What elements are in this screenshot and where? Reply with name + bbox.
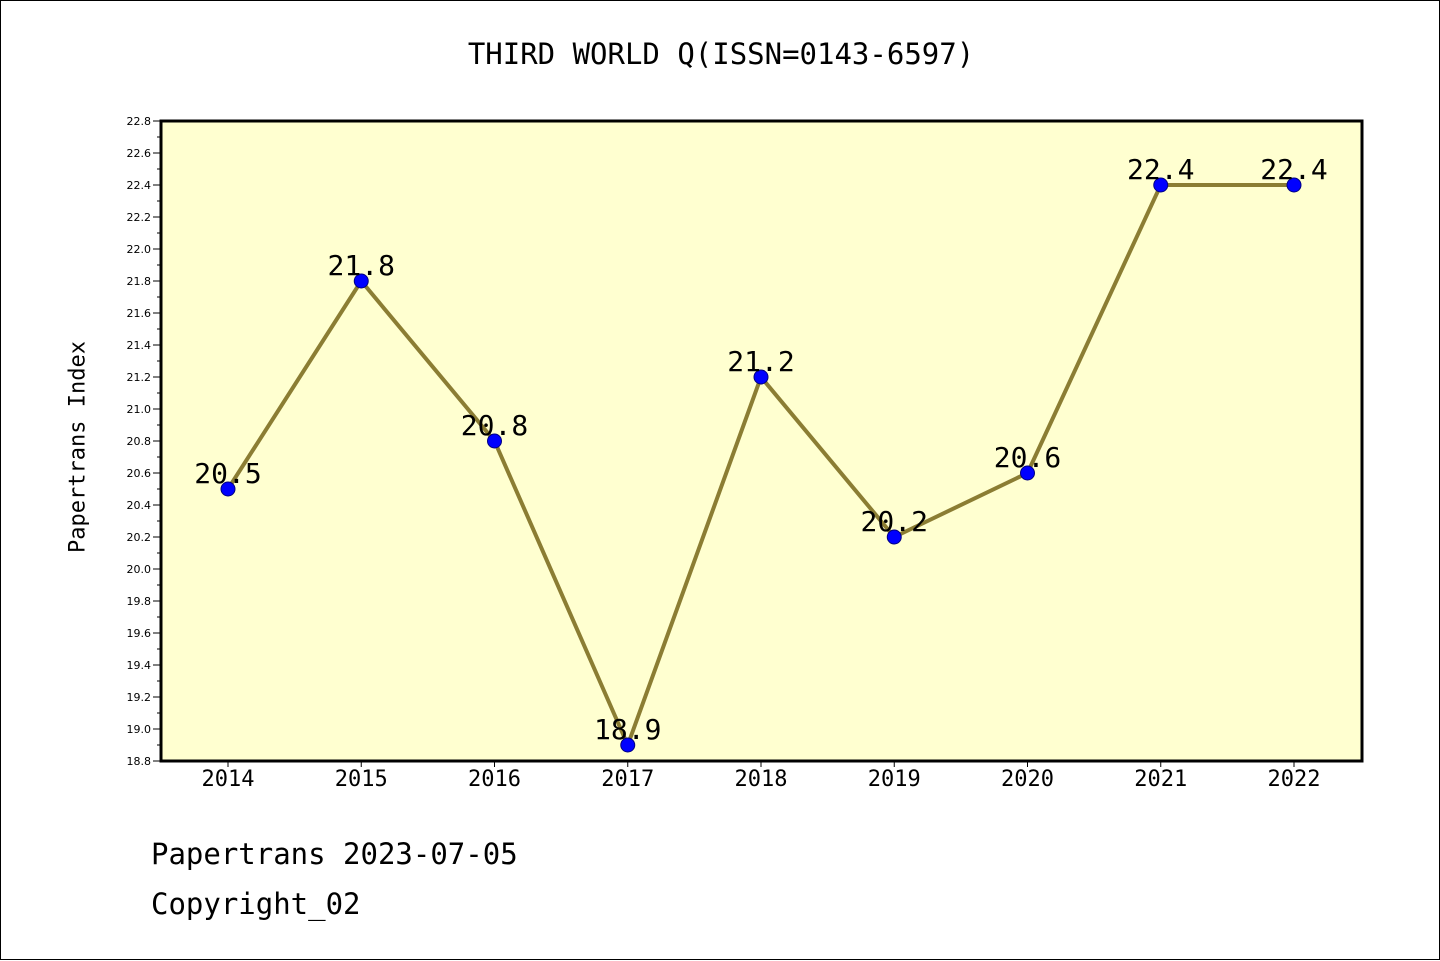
x-tick-label: 2021 <box>1134 767 1187 792</box>
data-point <box>220 481 236 497</box>
data-label: 21.8 <box>328 249 395 282</box>
data-point <box>1286 177 1302 193</box>
y-tick-label: 20.0 <box>127 563 152 576</box>
data-point <box>753 369 769 385</box>
x-tick-label: 2015 <box>335 767 388 792</box>
data-label: 20.2 <box>861 505 928 538</box>
y-tick-label: 22.6 <box>127 147 152 160</box>
x-tick-label: 2017 <box>601 767 654 792</box>
x-tick-label: 2016 <box>468 767 521 792</box>
plot-frame <box>159 119 1364 763</box>
data-point <box>487 433 502 449</box>
y-tick-label: 20.8 <box>127 435 152 448</box>
y-tick-label: 20.6 <box>127 467 152 480</box>
data-label: 22.4 <box>1260 153 1327 186</box>
x-tick-label: 2022 <box>1268 767 1321 792</box>
y-tick-label: 22.0 <box>127 243 152 256</box>
y-tick-label: 19.0 <box>127 723 152 736</box>
plot-area <box>161 121 1362 761</box>
x-tick-label: 2020 <box>1001 767 1054 792</box>
y-tick-label: 19.8 <box>127 595 152 608</box>
chart-title: THIRD WORLD Q(ISSN=0143-6597) <box>467 37 975 71</box>
y-tick-label: 21.0 <box>127 403 152 416</box>
x-tick-label: 2014 <box>202 767 255 792</box>
data-point <box>1153 177 1169 193</box>
data-point <box>620 737 636 753</box>
y-tick-label: 22.2 <box>127 211 152 224</box>
data-point <box>886 529 902 545</box>
y-tick-label: 22.4 <box>127 179 152 192</box>
y-tick-label: 20.2 <box>127 531 152 544</box>
y-tick-label: 21.2 <box>127 371 152 384</box>
data-label: 22.4 <box>1127 153 1194 186</box>
y-tick-label: 22.8 <box>127 115 152 128</box>
data-label: 20.5 <box>194 457 261 490</box>
data-label: 18.9 <box>594 713 661 746</box>
footer-copyright: Copyright_02 <box>151 887 361 921</box>
data-point <box>353 273 369 289</box>
x-tick-label: 2019 <box>868 767 921 792</box>
x-tick-label: 2018 <box>735 767 788 792</box>
data-label: 20.8 <box>461 409 528 442</box>
footer-date: Papertrans 2023-07-05 <box>151 837 518 871</box>
data-label: 21.2 <box>727 345 794 378</box>
y-tick-label: 21.8 <box>127 275 152 288</box>
y-tick-label: 21.4 <box>127 339 152 352</box>
y-tick-label: 19.6 <box>127 627 152 640</box>
y-tick-label: 19.4 <box>127 659 152 672</box>
y-tick-label: 21.6 <box>127 307 152 320</box>
y-tick-label: 20.4 <box>127 499 152 512</box>
y-tick-label: 18.8 <box>127 755 152 768</box>
data-label: 20.6 <box>994 441 1061 474</box>
y-tick-label: 19.2 <box>127 691 152 704</box>
data-point <box>1020 465 1035 481</box>
